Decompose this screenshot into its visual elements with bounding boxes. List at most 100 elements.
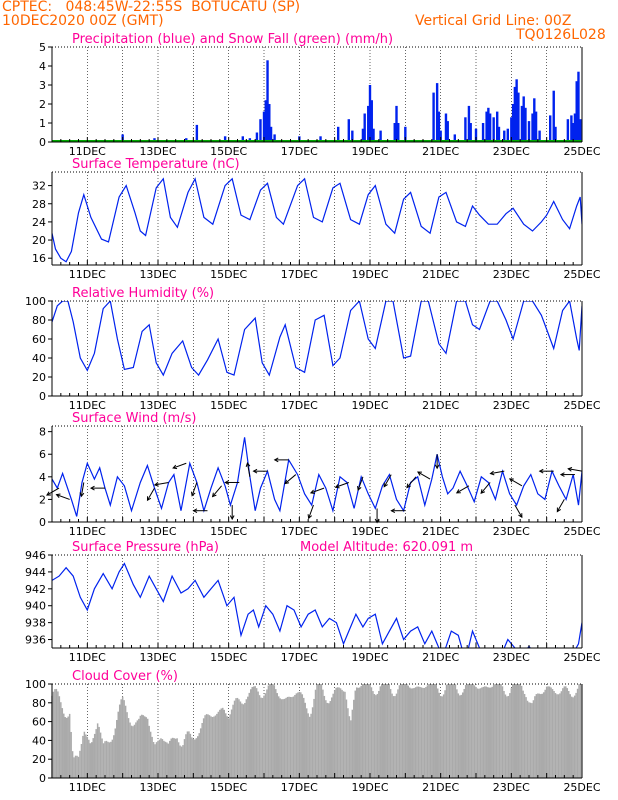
cloud-bar xyxy=(347,708,349,778)
cloud-bar xyxy=(356,687,358,778)
precip-bar xyxy=(259,119,262,142)
wind-xtick-label: 23DEC xyxy=(493,525,530,538)
cloud-bar xyxy=(186,731,189,778)
cloud-bar xyxy=(89,743,92,778)
pressure-ytick-label: 946 xyxy=(25,549,46,562)
cloud-bar xyxy=(532,700,535,778)
cloud-bar xyxy=(573,695,576,778)
cloud-bar xyxy=(308,716,311,778)
cloud-bar xyxy=(487,687,489,778)
cloud-bar xyxy=(300,692,302,778)
rh-xtick-label: 13DEC xyxy=(139,399,176,412)
wind-arrow-head xyxy=(46,491,51,496)
cloud-bar xyxy=(551,689,554,778)
precip-bar xyxy=(435,83,439,142)
cloud-bar xyxy=(220,708,223,778)
wind-arrow-head xyxy=(284,479,290,485)
cloud-bar xyxy=(257,691,259,778)
wind-arrow xyxy=(154,481,169,486)
precip-bar xyxy=(515,79,518,142)
cloud-bar xyxy=(550,687,552,778)
cloud-bar xyxy=(409,687,411,778)
cloud-bar xyxy=(392,696,395,778)
cloud-bar xyxy=(116,720,118,778)
cloud-bar xyxy=(208,715,211,778)
cloud-bar xyxy=(554,693,557,778)
rh-ytick-label: 20 xyxy=(32,371,46,384)
wind-arrow-head xyxy=(172,464,178,470)
cloud-bar xyxy=(361,684,364,778)
cloud-bar xyxy=(188,731,190,778)
cloud-bar xyxy=(314,689,317,778)
precip-bar xyxy=(552,90,555,142)
cloud-bar xyxy=(216,713,218,778)
precip-bar xyxy=(549,115,552,142)
cloud-bar xyxy=(222,707,224,778)
rh-ytick-label: 0 xyxy=(39,390,46,403)
cloud-bar xyxy=(541,693,543,778)
cloud-bar xyxy=(177,742,180,778)
cloud-bar xyxy=(335,687,337,778)
rh-xtick-label: 23DEC xyxy=(493,399,530,412)
cloud-bar xyxy=(52,691,55,778)
precip-bar xyxy=(510,117,513,142)
precip-bar xyxy=(319,136,322,142)
cloud-bar xyxy=(575,692,577,778)
precip-bar xyxy=(520,105,524,142)
cloud-bar xyxy=(332,693,334,778)
wind-arrow-head xyxy=(406,483,411,489)
temp-xtick-label: 21DEC xyxy=(422,268,459,281)
cloud-bar xyxy=(382,684,384,778)
cloud-bar xyxy=(454,684,457,778)
precip-bar xyxy=(439,130,442,142)
cloud-bar xyxy=(264,693,267,778)
cloud-bar xyxy=(366,684,368,778)
cloud-bar xyxy=(277,696,280,778)
pressure-ytick-label: 938 xyxy=(25,617,46,630)
precip-xtick-label: 25DEC xyxy=(563,145,600,158)
cloud-bar xyxy=(373,694,376,778)
wind-xtick-label: 25DEC xyxy=(563,525,600,538)
cloud-bar xyxy=(472,684,474,778)
cloud-bar xyxy=(330,697,333,778)
temp-xtick-label: 19DEC xyxy=(351,268,388,281)
cloud-bar xyxy=(515,684,517,778)
cloud-bar xyxy=(470,684,473,778)
cloud-bar xyxy=(504,694,507,778)
cloud-bar xyxy=(130,725,133,778)
cloud-bar xyxy=(204,715,206,778)
cloud-bar xyxy=(63,713,65,778)
cloud-bar xyxy=(459,695,461,778)
cloud-bar xyxy=(311,707,314,778)
cloud-bar xyxy=(339,688,342,778)
cloud-bar xyxy=(108,742,111,778)
cloud-bar xyxy=(191,737,193,778)
cloud-bar xyxy=(230,709,233,778)
cloud-bar xyxy=(219,709,221,778)
cloud-bar xyxy=(158,739,161,778)
cloud-bar xyxy=(224,713,227,778)
pressure-ytick-label: 942 xyxy=(25,583,46,596)
cloud-bar xyxy=(283,698,286,778)
cloud-bar xyxy=(414,687,417,778)
cloud-bar xyxy=(107,741,109,778)
precip-bar xyxy=(571,123,575,142)
cloud-bar xyxy=(559,693,561,778)
cloud-bar xyxy=(285,697,287,778)
cloud-bar xyxy=(210,716,212,778)
cloud-bar xyxy=(451,684,454,778)
wind-arrow-head xyxy=(538,468,544,474)
precip-bar xyxy=(241,136,244,142)
cloud-bar xyxy=(350,720,352,778)
cloud-bar xyxy=(481,687,483,778)
cloud-bar xyxy=(189,733,192,778)
precip-xtick-label: 17DEC xyxy=(281,145,318,158)
cloud-bar xyxy=(407,685,410,778)
wind-arrow xyxy=(56,494,70,500)
cloud-bar xyxy=(457,693,460,778)
cloud-bar xyxy=(247,696,249,778)
wind-arrow-head xyxy=(390,508,396,514)
wind-arrow-head xyxy=(146,496,152,502)
cloud-bar xyxy=(354,690,357,778)
wind-panel: 0 2 4 6 8 11DEC 13DEC 15DEC 17DEC 19DEC 21DEC 23DEC… xyxy=(39,411,601,538)
